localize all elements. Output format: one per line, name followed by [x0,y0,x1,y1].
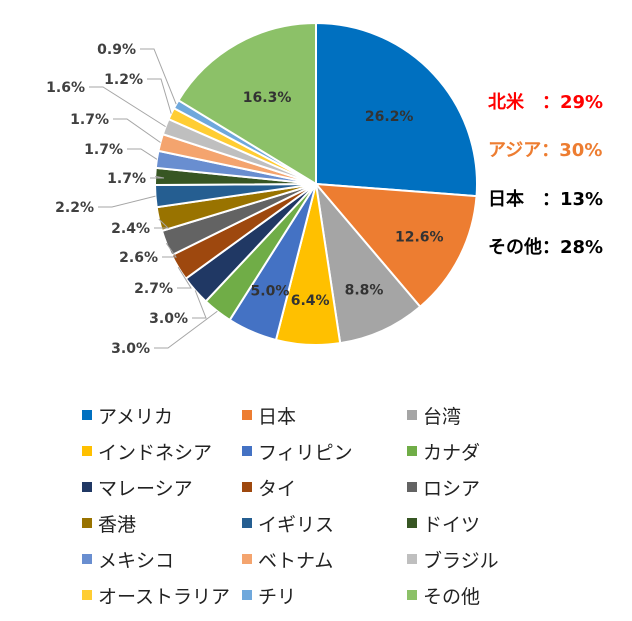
legend-swatch [82,446,92,456]
legend-swatch [82,518,92,528]
legend-item-9: ロシア [407,469,607,505]
leader-line-10 [154,218,170,229]
legend-item-3: 台湾 [407,397,607,433]
leader-line-7 [192,290,207,319]
legend-swatch [82,554,92,564]
legend-swatch [407,482,417,492]
legend-swatch [82,410,92,420]
slice-labels: 26.2% 12.6% 8.8% 6.4%5.0% 3.0% 3.0% 2.7% 2.6% 2.… [46,42,443,357]
legend-swatch [82,482,92,492]
slice-label-9: 2.6% [119,250,158,266]
legend-label: インドネシア [98,441,213,464]
legend-label: その他 [423,585,481,608]
slice-label-1: 26.2% [365,109,414,125]
legend-label: カナダ [423,441,481,464]
slice-label-16: 1.2% [104,72,143,88]
legend-label: ドイツ [423,513,481,536]
legend-item-15: ブラジル [407,541,607,577]
legend-swatch [242,554,252,564]
legend-item-2: 日本 [242,397,407,433]
pie-slice-18 [177,21,317,186]
leader-line-9 [162,242,177,258]
legend-item-13: メキシコ [82,541,242,577]
legend-swatch [242,518,252,528]
legend-swatch [242,482,252,492]
pie-slice-3 [314,180,422,345]
summary-north-america: 北米 ：29% [488,92,604,113]
legend-item-10: 香港 [82,505,242,541]
legend-label: アメリカ [98,405,174,428]
leader-lines [89,48,218,349]
slice-label-13: 1.7% [84,142,123,158]
legend-swatch [242,590,252,600]
legend-swatch [82,590,92,600]
slice-label-10: 2.4% [111,221,150,237]
leader-line-8 [177,266,192,289]
summary-japan: 日本 ：13% [488,189,604,210]
slice-label-17: 0.9% [97,42,136,58]
legend-label: タイ [258,477,297,500]
summary-asia: アジア：30% [488,140,603,161]
legend-item-6: カナダ [407,433,607,469]
legend-item-4: インドネシア [82,433,242,469]
slice-label-18: 16.3% [243,90,292,106]
slice-label-4: 6.4% [291,293,330,309]
legend-label: ブラジル [423,549,499,572]
pie-slice-2 [313,182,478,309]
legend-item-14: ベトナム [242,541,407,577]
leader-line-12 [150,175,165,179]
legend: アメリカ 日本 台湾インドネシア フィリピン カナダマレーシア タイ ロシア香港 イギリス ドイ… [82,397,622,613]
summary-other: その他：28% [488,237,604,258]
legend-label: 台湾 [423,405,462,428]
legend-item-16: オーストラリア [82,577,242,613]
leader-line-17 [140,48,177,105]
legend-swatch [242,446,252,456]
pie-slice-1 [315,21,478,198]
legend-item-18: その他 [407,577,607,613]
legend-label: マレーシア [98,477,193,500]
leader-line-16 [147,78,172,114]
slice-label-6: 3.0% [111,341,150,357]
slice-label-5: 5.0% [251,283,290,299]
legend-item-11: イギリス [242,505,407,541]
legend-swatch [407,590,417,600]
legend-label: チリ [258,585,297,608]
slice-label-2: 12.6% [395,230,444,246]
slice-label-3: 8.8% [345,282,384,298]
slice-label-14: 1.7% [70,112,109,128]
slice-label-11: 2.2% [55,200,94,216]
legend-label: 日本 [258,405,297,428]
legend-swatch [407,518,417,528]
legend-label: メキシコ [98,549,175,572]
legend-item-17: チリ [242,577,407,613]
legend-item-8: タイ [242,469,407,505]
legend-swatch [407,554,417,564]
slice-label-12: 1.7% [107,171,146,187]
leader-line-14 [113,118,161,143]
legend-label: フィリピン [258,441,353,464]
legend-label: ロシア [423,477,481,500]
legend-label: オーストラリア [98,585,231,608]
slice-label-8: 2.7% [134,281,173,297]
slice-label-15: 1.6% [46,80,85,96]
legend-label: 香港 [98,513,137,536]
leader-line-15 [89,86,166,128]
legend-swatch [407,410,417,420]
leader-line-11 [98,195,156,208]
legend-label: ベトナム [258,549,334,572]
leader-line-6 [154,310,218,349]
legend-item-12: ドイツ [407,505,607,541]
legend-item-1: アメリカ [82,397,242,433]
legend-swatch [407,446,417,456]
legend-item-7: マレーシア [82,469,242,505]
legend-label: イギリス [258,513,335,536]
legend-swatch [242,410,252,420]
slice-label-7: 3.0% [149,311,188,327]
leader-line-13 [127,148,158,160]
legend-item-5: フィリピン [242,433,407,469]
